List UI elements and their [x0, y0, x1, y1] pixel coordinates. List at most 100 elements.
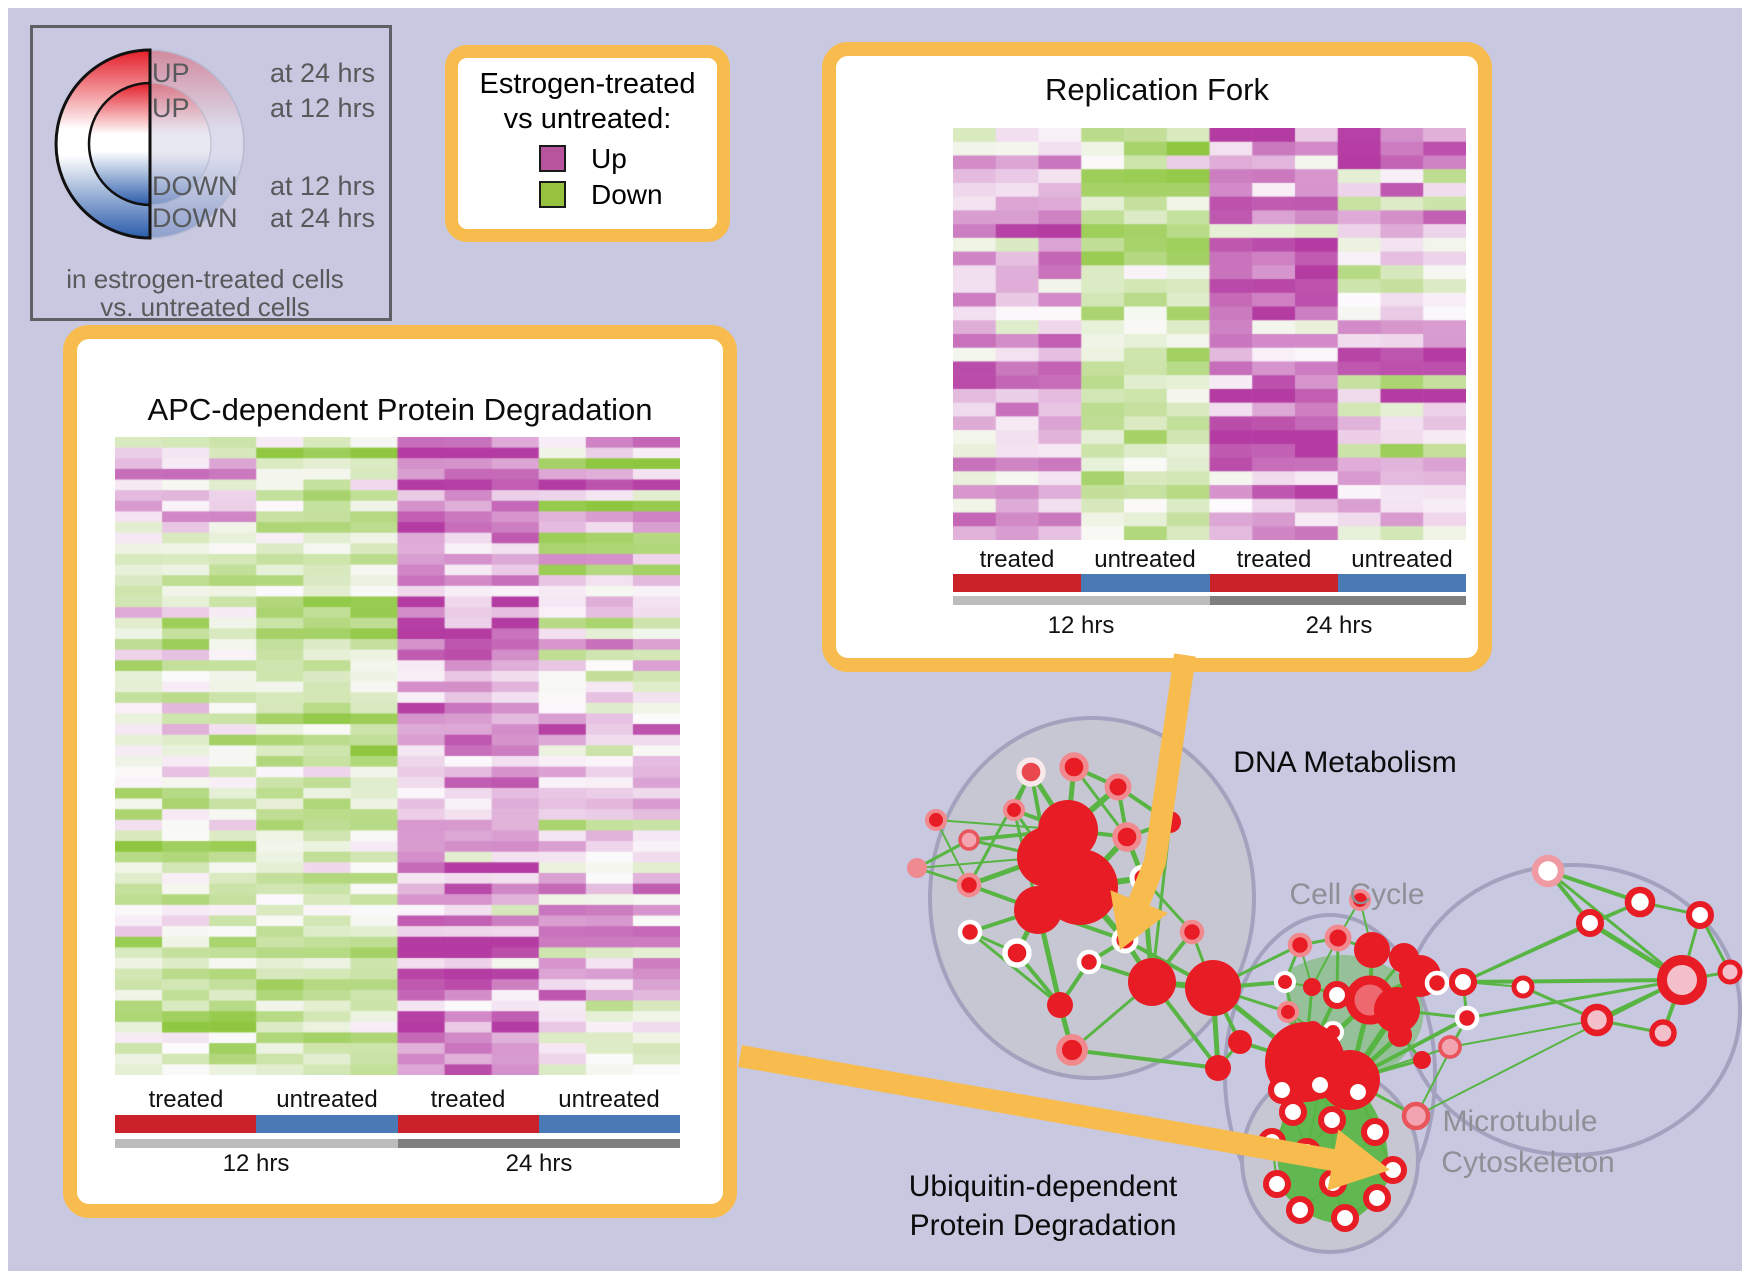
updown-key-up12-label: UP: [152, 93, 190, 123]
updown-key-down24-label: DOWN: [152, 203, 238, 233]
replication-fork-heatmap: [953, 128, 1466, 540]
network-node: [957, 919, 983, 945]
network-node: [1324, 924, 1352, 952]
replication-fork-panel-title: Replication Fork: [1045, 72, 1269, 107]
network-node: [1438, 1035, 1462, 1059]
updown-key-up12-time: at 12 hrs: [270, 93, 376, 123]
apc-condition-bar-untreated: [538, 1115, 680, 1133]
rep-condition-bar-treated: [953, 574, 1082, 592]
network-node: [1205, 1055, 1231, 1081]
network-node: [1059, 752, 1089, 782]
network-node: [1685, 900, 1715, 930]
apc-condition-bar-treated: [115, 1115, 257, 1133]
down-label: Down: [591, 179, 663, 210]
rep-time-label-12hrs: 12 hrs: [1047, 612, 1115, 639]
network-node: [907, 858, 927, 878]
rep-time-bar-12hrs: [953, 596, 1210, 605]
apc-group-label-treated-12: treated: [148, 1086, 224, 1113]
rep-group-label-treated-24: treated: [1236, 546, 1312, 573]
network-node: [1511, 975, 1535, 999]
apc-heatmap: [115, 437, 680, 1075]
comparison-legend-box: [445, 45, 730, 242]
rep-group-label-treated-12: treated: [979, 546, 1055, 573]
network-node: [1388, 1023, 1412, 1047]
network-node: [1413, 1051, 1431, 1069]
apc-time-bar-24hrs: [397, 1139, 680, 1148]
apc-time-bar-12hrs: [115, 1139, 398, 1148]
network-node: [1047, 992, 1073, 1018]
rep-group-label-untreated-24: untreated: [1351, 546, 1453, 573]
network-node: [956, 872, 982, 898]
network-node: [1179, 919, 1205, 945]
network-node: [1424, 970, 1450, 996]
rep-condition-bar-untreated: [1337, 574, 1466, 592]
network-node: [1016, 757, 1046, 787]
rep-time-bar-24hrs: [1209, 596, 1466, 605]
apc-time-label-12hrs: 12 hrs: [222, 1150, 290, 1177]
apc-group-label-untreated-12: untreated: [276, 1086, 378, 1113]
network-node: [1317, 1105, 1347, 1135]
cluster-label-microtubule-line1: Microtubule: [1442, 1105, 1598, 1138]
up-label: Up: [591, 143, 627, 174]
network-node: [1649, 1019, 1677, 1047]
network-node: [1531, 854, 1565, 888]
network-node: [1624, 886, 1656, 918]
network-node: [1580, 1003, 1614, 1037]
apc-group-label-untreated-24: untreated: [558, 1086, 660, 1113]
network-node: [1305, 1070, 1335, 1100]
arrow-shaft-replication-fork-to-dna-metabolism: [1127, 653, 1196, 910]
network-node: [1348, 888, 1372, 912]
network-node: [1056, 1034, 1088, 1066]
network-node: [1343, 1077, 1373, 1107]
rep-group-label-untreated-12: untreated: [1094, 546, 1196, 573]
down-color-swatch: [539, 181, 566, 208]
network-node: [1717, 959, 1743, 985]
cluster-label-cell-cycle: Cell Cycle: [1289, 878, 1425, 911]
network-node: [1262, 1169, 1292, 1199]
updown-key-down12-time: at 12 hrs: [270, 171, 376, 201]
network-node: [1454, 1005, 1480, 1031]
network-node: [1448, 967, 1478, 997]
cluster-label-microtubule-line2: Cytoskeleton: [1441, 1146, 1615, 1179]
network-node: [1362, 1183, 1392, 1213]
arrow-head-replication-fork-to-dna-metabolism: [1110, 890, 1169, 950]
updown-key-down24-time: at 24 hrs: [270, 203, 376, 233]
updown-key-box: [30, 25, 392, 321]
cluster-label-ubiquitin-line1: Ubiquitin-dependent: [908, 1170, 1178, 1203]
apc-condition-bar-treated: [397, 1115, 539, 1133]
apc-time-label-24hrs: 24 hrs: [505, 1150, 573, 1177]
updown-key-down12-label: DOWN: [152, 171, 238, 201]
comparison-legend-title-line2: vs untreated:: [503, 103, 672, 135]
network-node: [1128, 958, 1176, 1006]
network-node: [1401, 1101, 1431, 1131]
network-node: [958, 829, 980, 851]
network-node: [1303, 978, 1321, 996]
network-node: [1330, 1203, 1360, 1233]
updown-key-up24-label: UP: [152, 58, 190, 88]
network-node: [1278, 1097, 1308, 1127]
network-node: [924, 808, 948, 832]
up-color-swatch: [539, 145, 566, 172]
network-node: [1104, 773, 1132, 801]
updown-donut-icon: [54, 48, 245, 240]
updown-key-up24-time: at 24 hrs: [270, 58, 376, 88]
network-node: [1354, 932, 1390, 968]
network-node: [1273, 970, 1297, 994]
network-node: [1575, 908, 1605, 938]
apc-group-label-treated-24: treated: [430, 1086, 506, 1113]
updown-key-caption-line2: vs. untreated cells: [100, 292, 310, 322]
network-node: [1322, 980, 1352, 1010]
network-node: [1287, 932, 1313, 958]
network-node: [1014, 886, 1062, 934]
cluster-label-dna-metabolism: DNA Metabolism: [1233, 746, 1457, 779]
cluster-label-ubiquitin-line2: Protein Degradation: [909, 1209, 1177, 1242]
network-node: [1002, 938, 1032, 968]
rep-condition-bar-treated: [1209, 574, 1338, 592]
updown-key-caption-line1: in estrogen-treated cells: [66, 264, 344, 294]
rep-time-label-24hrs: 24 hrs: [1305, 612, 1373, 639]
arrow-shaft-apc-panel-to-ubiquitin: [738, 1045, 1339, 1172]
network-node: [1374, 987, 1420, 1033]
network-node: [1112, 822, 1142, 852]
